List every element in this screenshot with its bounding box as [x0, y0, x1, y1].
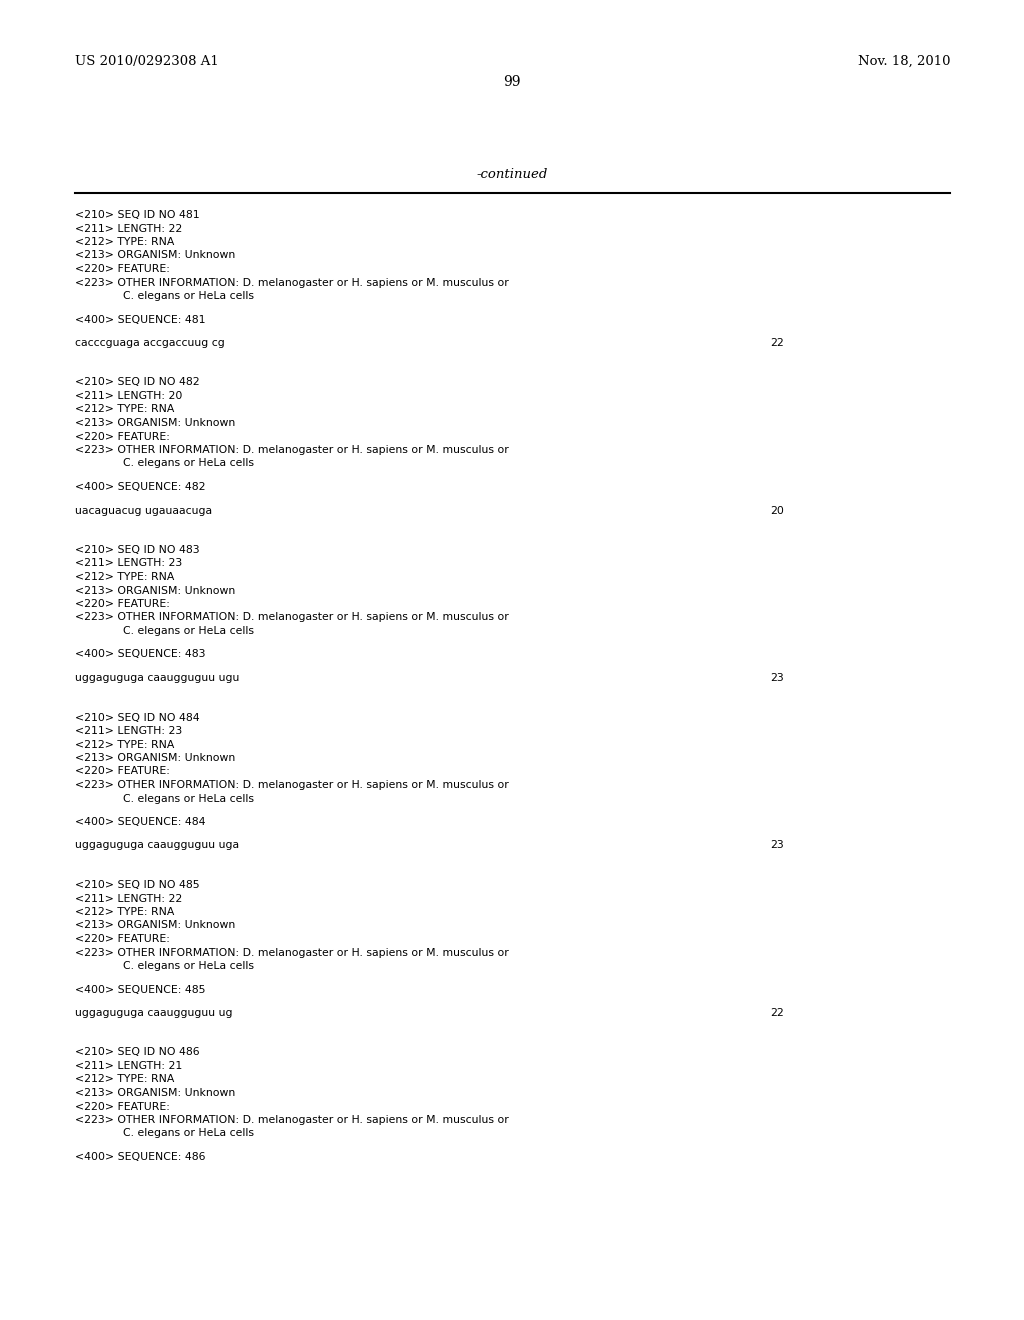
Text: uggaguguga caaugguguu ugu: uggaguguga caaugguguu ugu: [75, 673, 240, 682]
Text: C. elegans or HeLa cells: C. elegans or HeLa cells: [123, 626, 254, 636]
Text: <220> FEATURE:: <220> FEATURE:: [75, 1101, 170, 1111]
Text: uacaguacug ugauaacuga: uacaguacug ugauaacuga: [75, 506, 212, 516]
Text: <212> TYPE: RNA: <212> TYPE: RNA: [75, 404, 174, 414]
Text: C. elegans or HeLa cells: C. elegans or HeLa cells: [123, 290, 254, 301]
Text: 23: 23: [770, 673, 783, 682]
Text: -continued: -continued: [476, 168, 548, 181]
Text: <210> SEQ ID NO 486: <210> SEQ ID NO 486: [75, 1048, 200, 1057]
Text: <223> OTHER INFORMATION: D. melanogaster or H. sapiens or M. musculus or: <223> OTHER INFORMATION: D. melanogaster…: [75, 612, 509, 623]
Text: <223> OTHER INFORMATION: D. melanogaster or H. sapiens or M. musculus or: <223> OTHER INFORMATION: D. melanogaster…: [75, 948, 509, 957]
Text: <210> SEQ ID NO 483: <210> SEQ ID NO 483: [75, 545, 200, 554]
Text: <212> TYPE: RNA: <212> TYPE: RNA: [75, 1074, 174, 1085]
Text: <212> TYPE: RNA: <212> TYPE: RNA: [75, 238, 174, 247]
Text: <213> ORGANISM: Unknown: <213> ORGANISM: Unknown: [75, 251, 236, 260]
Text: <212> TYPE: RNA: <212> TYPE: RNA: [75, 739, 174, 750]
Text: <223> OTHER INFORMATION: D. melanogaster or H. sapiens or M. musculus or: <223> OTHER INFORMATION: D. melanogaster…: [75, 780, 509, 789]
Text: <223> OTHER INFORMATION: D. melanogaster or H. sapiens or M. musculus or: <223> OTHER INFORMATION: D. melanogaster…: [75, 277, 509, 288]
Text: C. elegans or HeLa cells: C. elegans or HeLa cells: [123, 458, 254, 469]
Text: <213> ORGANISM: Unknown: <213> ORGANISM: Unknown: [75, 920, 236, 931]
Text: <220> FEATURE:: <220> FEATURE:: [75, 432, 170, 441]
Text: <220> FEATURE:: <220> FEATURE:: [75, 935, 170, 944]
Text: uggaguguga caaugguguu ug: uggaguguga caaugguguu ug: [75, 1008, 232, 1018]
Text: <211> LENGTH: 23: <211> LENGTH: 23: [75, 726, 182, 737]
Text: uggaguguga caaugguguu uga: uggaguguga caaugguguu uga: [75, 841, 240, 850]
Text: <212> TYPE: RNA: <212> TYPE: RNA: [75, 572, 174, 582]
Text: <400> SEQUENCE: 482: <400> SEQUENCE: 482: [75, 482, 206, 492]
Text: C. elegans or HeLa cells: C. elegans or HeLa cells: [123, 961, 254, 972]
Text: <223> OTHER INFORMATION: D. melanogaster or H. sapiens or M. musculus or: <223> OTHER INFORMATION: D. melanogaster…: [75, 1115, 509, 1125]
Text: <211> LENGTH: 20: <211> LENGTH: 20: [75, 391, 182, 401]
Text: <210> SEQ ID NO 485: <210> SEQ ID NO 485: [75, 880, 200, 890]
Text: 99: 99: [503, 75, 521, 88]
Text: 22: 22: [770, 338, 783, 348]
Text: <210> SEQ ID NO 482: <210> SEQ ID NO 482: [75, 378, 200, 388]
Text: <400> SEQUENCE: 483: <400> SEQUENCE: 483: [75, 649, 206, 660]
Text: <213> ORGANISM: Unknown: <213> ORGANISM: Unknown: [75, 1088, 236, 1098]
Text: <220> FEATURE:: <220> FEATURE:: [75, 264, 170, 275]
Text: <210> SEQ ID NO 484: <210> SEQ ID NO 484: [75, 713, 200, 722]
Text: <220> FEATURE:: <220> FEATURE:: [75, 767, 170, 776]
Text: Nov. 18, 2010: Nov. 18, 2010: [857, 55, 950, 69]
Text: <211> LENGTH: 22: <211> LENGTH: 22: [75, 223, 182, 234]
Text: C. elegans or HeLa cells: C. elegans or HeLa cells: [123, 793, 254, 804]
Text: <400> SEQUENCE: 481: <400> SEQUENCE: 481: [75, 314, 206, 325]
Text: US 2010/0292308 A1: US 2010/0292308 A1: [75, 55, 219, 69]
Text: <400> SEQUENCE: 486: <400> SEQUENCE: 486: [75, 1152, 206, 1162]
Text: <400> SEQUENCE: 485: <400> SEQUENCE: 485: [75, 985, 206, 994]
Text: <213> ORGANISM: Unknown: <213> ORGANISM: Unknown: [75, 752, 236, 763]
Text: C. elegans or HeLa cells: C. elegans or HeLa cells: [123, 1129, 254, 1138]
Text: 20: 20: [770, 506, 784, 516]
Text: <211> LENGTH: 23: <211> LENGTH: 23: [75, 558, 182, 569]
Text: cacccguaga accgaccuug cg: cacccguaga accgaccuug cg: [75, 338, 224, 348]
Text: <223> OTHER INFORMATION: D. melanogaster or H. sapiens or M. musculus or: <223> OTHER INFORMATION: D. melanogaster…: [75, 445, 509, 455]
Text: <213> ORGANISM: Unknown: <213> ORGANISM: Unknown: [75, 586, 236, 595]
Text: <211> LENGTH: 22: <211> LENGTH: 22: [75, 894, 182, 903]
Text: <213> ORGANISM: Unknown: <213> ORGANISM: Unknown: [75, 418, 236, 428]
Text: <210> SEQ ID NO 481: <210> SEQ ID NO 481: [75, 210, 200, 220]
Text: <400> SEQUENCE: 484: <400> SEQUENCE: 484: [75, 817, 206, 828]
Text: <212> TYPE: RNA: <212> TYPE: RNA: [75, 907, 174, 917]
Text: 22: 22: [770, 1008, 783, 1018]
Text: 23: 23: [770, 841, 783, 850]
Text: <211> LENGTH: 21: <211> LENGTH: 21: [75, 1061, 182, 1071]
Text: <220> FEATURE:: <220> FEATURE:: [75, 599, 170, 609]
